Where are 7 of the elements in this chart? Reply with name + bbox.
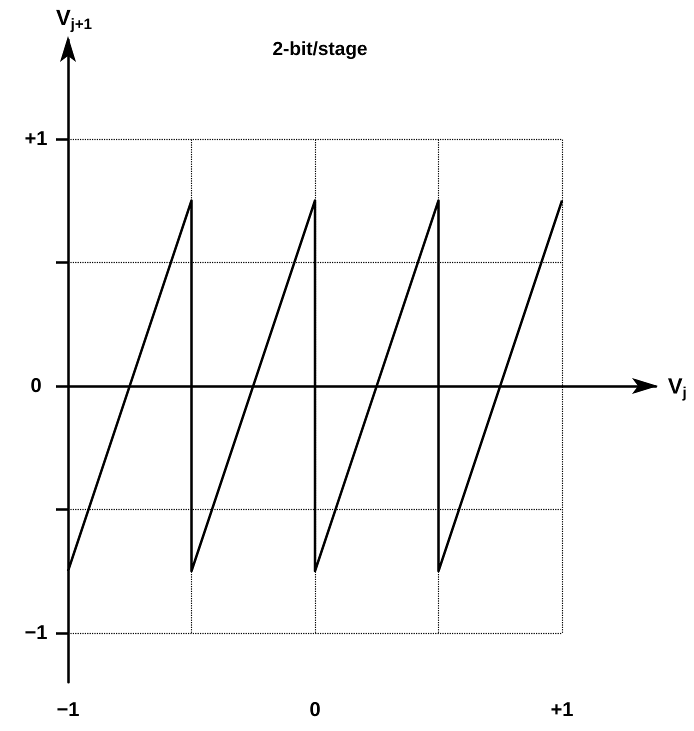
y-tick-label: 0 (30, 374, 42, 397)
y-tick-label: +1 (24, 128, 48, 150)
x-tick-label: 0 (309, 699, 321, 722)
y-tick-label: −1 (24, 622, 48, 644)
x-tick-label: −1 (56, 699, 80, 722)
chart-title: 2-bit/stage (272, 39, 368, 60)
x-tick-label: +1 (550, 699, 574, 722)
